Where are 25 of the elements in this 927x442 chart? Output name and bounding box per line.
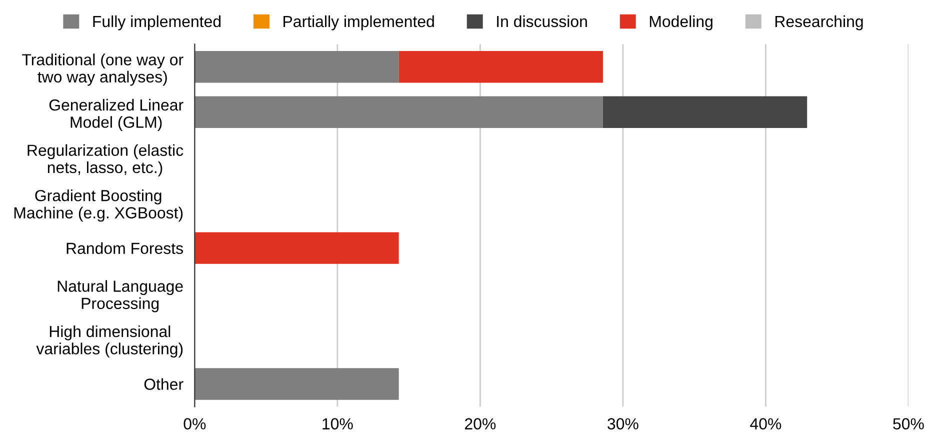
x-tick-label: 0% bbox=[184, 418, 206, 430]
y-tick-label: Gradient Boosting Machine (e.g. XGBoost) bbox=[14, 190, 183, 222]
y-tick-label: Generalized Linear Model (GLM) bbox=[49, 98, 184, 132]
legend-label: Modeling bbox=[650, 15, 712, 30]
legend-label: Partially implemented bbox=[284, 15, 434, 30]
bar bbox=[602, 96, 808, 128]
bar bbox=[194, 96, 603, 128]
x-tick-label: 10% bbox=[322, 418, 353, 430]
legend-label: Researching bbox=[775, 15, 863, 30]
legend-label: In discussion bbox=[497, 15, 587, 28]
bar bbox=[194, 232, 399, 264]
y-tick-label: Traditional (one way or two way analyses) bbox=[22, 54, 184, 86]
x-tick-label: 50% bbox=[893, 418, 924, 430]
x-tick-label: 20% bbox=[465, 418, 496, 430]
y-tick-label: Natural Language Processing bbox=[58, 280, 183, 312]
x-tick-label: 30% bbox=[608, 418, 638, 430]
y-tick-label: Random Forests bbox=[66, 242, 183, 254]
x-tick-label: 40% bbox=[750, 418, 782, 430]
y-tick-label: Other bbox=[144, 378, 184, 390]
y-tick-label: Regularization (elastic nets, lasso, etc.) bbox=[28, 144, 184, 176]
bar bbox=[398, 50, 603, 83]
y-tick-label: High dimensional variables (clustering) bbox=[36, 325, 183, 358]
bar bbox=[194, 368, 399, 400]
legend-label: Fully implemented bbox=[93, 15, 221, 30]
bar bbox=[194, 50, 399, 83]
